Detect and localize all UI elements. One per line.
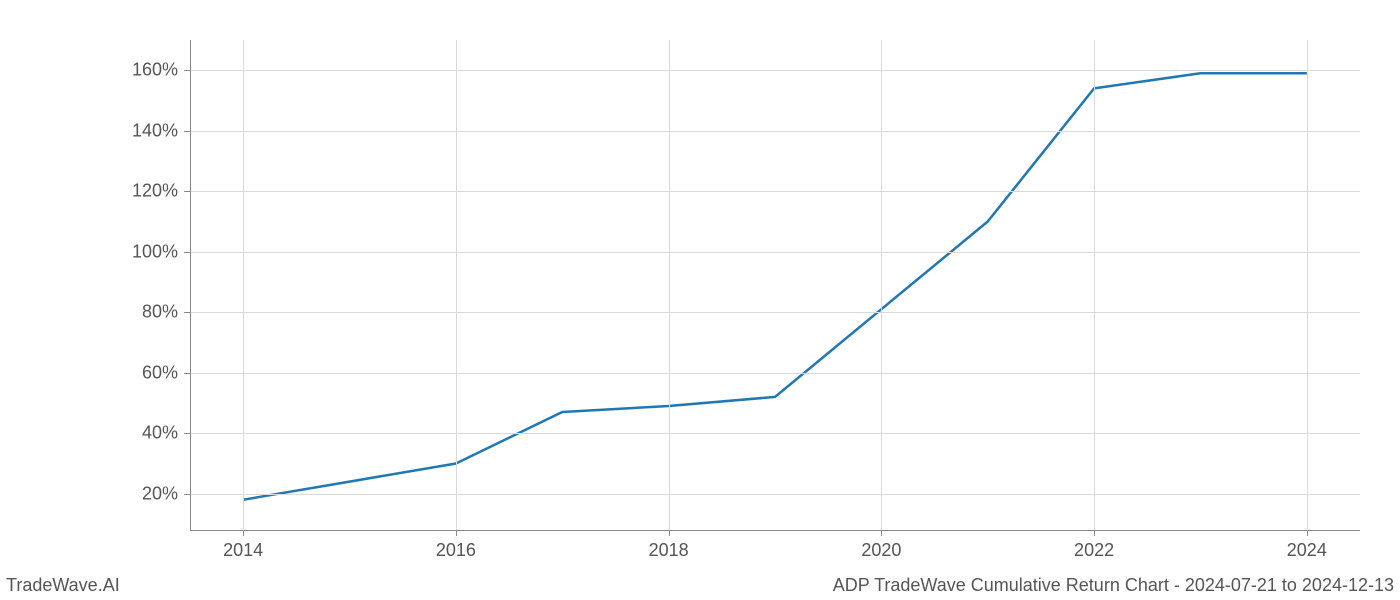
x-axis-spine [190, 530, 1360, 531]
grid-line-horizontal [190, 373, 1360, 374]
grid-line-horizontal [190, 252, 1360, 253]
x-tick-label: 2018 [649, 540, 689, 561]
line-series [190, 40, 1360, 530]
return-line [243, 73, 1307, 499]
grid-line-horizontal [190, 70, 1360, 71]
chart-container: TradeWave.AI ADP TradeWave Cumulative Re… [0, 0, 1400, 600]
y-tick-label: 20% [130, 483, 178, 504]
grid-line-vertical [881, 40, 882, 530]
x-tick-label: 2016 [436, 540, 476, 561]
x-tick-label: 2024 [1287, 540, 1327, 561]
y-tick-label: 120% [130, 181, 178, 202]
plot-area [190, 40, 1360, 530]
y-tick-label: 80% [130, 302, 178, 323]
y-tick-label: 140% [130, 120, 178, 141]
x-tick-label: 2014 [223, 540, 263, 561]
grid-line-vertical [243, 40, 244, 530]
y-tick-label: 40% [130, 423, 178, 444]
footer-right-text: ADP TradeWave Cumulative Return Chart - … [833, 575, 1394, 596]
grid-line-horizontal [190, 433, 1360, 434]
grid-line-horizontal [190, 131, 1360, 132]
grid-line-vertical [1094, 40, 1095, 530]
grid-line-vertical [1307, 40, 1308, 530]
x-tick-label: 2022 [1074, 540, 1114, 561]
grid-line-horizontal [190, 494, 1360, 495]
y-tick-label: 160% [130, 60, 178, 81]
footer-left-text: TradeWave.AI [6, 575, 120, 596]
grid-line-horizontal [190, 312, 1360, 313]
x-tick-label: 2020 [861, 540, 901, 561]
y-axis-spine [190, 40, 191, 530]
y-tick-label: 100% [130, 241, 178, 262]
grid-line-horizontal [190, 191, 1360, 192]
y-tick-label: 60% [130, 362, 178, 383]
grid-line-vertical [669, 40, 670, 530]
grid-line-vertical [456, 40, 457, 530]
